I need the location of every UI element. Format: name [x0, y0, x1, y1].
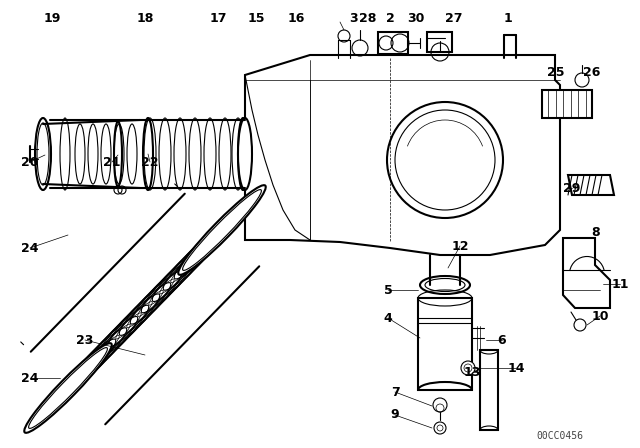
Text: 24: 24 [21, 241, 39, 254]
Circle shape [387, 102, 503, 218]
Text: 2: 2 [386, 12, 394, 25]
Polygon shape [568, 175, 614, 195]
Text: 4: 4 [383, 311, 392, 324]
Text: 5: 5 [383, 284, 392, 297]
Text: 7: 7 [390, 385, 399, 399]
Bar [427, 32, 452, 52]
Text: 21: 21 [103, 155, 121, 168]
Circle shape [434, 422, 446, 434]
Text: 29: 29 [563, 181, 580, 194]
Text: 00CC0456: 00CC0456 [536, 431, 584, 441]
Ellipse shape [35, 118, 51, 190]
Bar [418, 298, 472, 390]
Polygon shape [563, 238, 610, 308]
Text: 6: 6 [498, 333, 506, 346]
Text: 25: 25 [547, 65, 564, 78]
Text: 3: 3 [349, 12, 358, 25]
Circle shape [461, 361, 475, 375]
Text: 23: 23 [76, 333, 93, 346]
Text: 22: 22 [141, 155, 159, 168]
Bar [480, 350, 498, 430]
Text: 30: 30 [407, 12, 425, 25]
Bar [378, 32, 408, 54]
Text: 11: 11 [611, 277, 628, 290]
Text: 27: 27 [445, 12, 463, 25]
Text: 20: 20 [21, 155, 39, 168]
Text: 10: 10 [591, 310, 609, 323]
Text: 14: 14 [508, 362, 525, 375]
Ellipse shape [420, 276, 470, 294]
Text: 9: 9 [390, 409, 399, 422]
Circle shape [574, 319, 586, 331]
Circle shape [575, 73, 589, 87]
Text: 8: 8 [592, 225, 600, 238]
Text: 24: 24 [21, 371, 39, 384]
Ellipse shape [179, 185, 266, 275]
Text: 18: 18 [136, 12, 154, 25]
Text: 1: 1 [504, 12, 513, 25]
Bar [542, 90, 592, 118]
Text: 28: 28 [359, 12, 377, 25]
Circle shape [433, 398, 447, 412]
Text: 13: 13 [463, 366, 481, 379]
Text: 19: 19 [44, 12, 61, 25]
Text: 17: 17 [209, 12, 227, 25]
Polygon shape [245, 55, 560, 255]
Text: 15: 15 [247, 12, 265, 25]
Text: 16: 16 [287, 12, 305, 25]
Ellipse shape [238, 118, 252, 190]
Text: 12: 12 [451, 240, 468, 253]
Text: 26: 26 [583, 65, 601, 78]
Ellipse shape [24, 343, 112, 433]
